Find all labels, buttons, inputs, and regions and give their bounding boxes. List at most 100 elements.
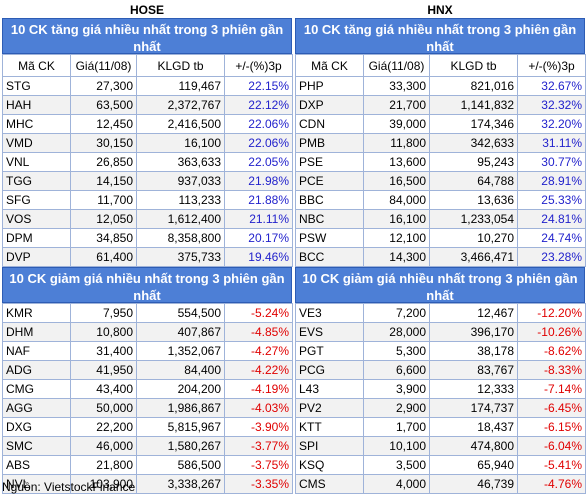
cell-symbol: NAF xyxy=(2,341,71,361)
table-row: PHP 33,300 821,016 32.67% xyxy=(295,76,586,96)
hnx-losers-table: VE3 7,200 12,467 -12.20% EVS 28,000 396,170 -10… xyxy=(295,303,586,494)
cell-volume: 821,016 xyxy=(429,76,518,96)
cell-change: 23.28% xyxy=(517,247,586,267)
cell-price: 3,500 xyxy=(363,455,430,475)
cell-symbol: SMC xyxy=(2,436,71,456)
cell-change: -4.03% xyxy=(224,398,293,418)
cell-symbol: DXG xyxy=(2,417,71,437)
cell-change: 22.15% xyxy=(224,76,293,96)
cell-symbol: NVL xyxy=(2,474,71,494)
cell-change: -8.62% xyxy=(517,341,586,361)
cell-symbol: PGT xyxy=(295,341,364,361)
cell-volume: 46,739 xyxy=(429,474,518,494)
cell-change: -5.41% xyxy=(517,455,586,475)
table-row: CMS 4,000 46,739 -4.76% xyxy=(295,474,586,494)
cell-volume: 1,580,267 xyxy=(136,436,225,456)
cell-change: -10.26% xyxy=(517,322,586,342)
table-row: ABS 21,800 586,500 -3.75% xyxy=(2,455,293,475)
table-row: DVP 61,400 375,733 19.46% xyxy=(2,247,293,267)
header-symbol: Mã CK xyxy=(2,54,71,77)
cell-change: 22.06% xyxy=(224,133,293,153)
cell-symbol: PSE xyxy=(295,152,364,172)
cell-price: 12,450 xyxy=(70,114,137,134)
cell-price: 16,500 xyxy=(363,171,430,191)
cell-change: -4.27% xyxy=(224,341,293,361)
top-gainers-section: 10 CK tăng giá nhiều nhất trong 3 phiên … xyxy=(2,18,586,267)
cell-symbol: DPM xyxy=(2,228,71,248)
cell-volume: 474,800 xyxy=(429,436,518,456)
cell-symbol: SFG xyxy=(2,190,71,210)
cell-price: 14,300 xyxy=(363,247,430,267)
header-symbol: Mã CK xyxy=(295,54,364,77)
cell-price: 13,600 xyxy=(363,152,430,172)
table-row: PV2 2,900 174,737 -6.45% xyxy=(295,398,586,418)
cell-price: 16,100 xyxy=(363,209,430,229)
cell-symbol: MHC xyxy=(2,114,71,134)
hose-losers-title: 10 CK giảm giá nhiều nhất trong 3 phiên … xyxy=(2,267,292,303)
cell-change: 21.98% xyxy=(224,171,293,191)
cell-price: 6,600 xyxy=(363,360,430,380)
cell-volume: 64,788 xyxy=(429,171,518,191)
cell-change: 24.74% xyxy=(517,228,586,248)
cell-volume: 16,100 xyxy=(136,133,225,153)
cell-volume: 5,815,967 xyxy=(136,417,225,437)
cell-symbol: VNL xyxy=(2,152,71,172)
cell-change: 24.81% xyxy=(517,209,586,229)
cell-price: 10,800 xyxy=(70,322,137,342)
cell-change: -6.45% xyxy=(517,398,586,418)
cell-volume: 18,437 xyxy=(429,417,518,437)
cell-volume: 174,737 xyxy=(429,398,518,418)
hose-losers: 10 CK giảm giá nhiều nhất trong 3 phiên … xyxy=(2,267,293,494)
cell-symbol: PMB xyxy=(295,133,364,153)
cell-price: 7,200 xyxy=(363,303,430,323)
cell-symbol: PSW xyxy=(295,228,364,248)
hnx-gainers: 10 CK tăng giá nhiều nhất trong 3 phiên … xyxy=(295,18,586,267)
table-row: TGG 14,150 937,033 21.98% xyxy=(2,171,293,191)
cell-change: -4.19% xyxy=(224,379,293,399)
cell-change: -3.90% xyxy=(224,417,293,437)
cell-symbol: EVS xyxy=(295,322,364,342)
cell-price: 11,700 xyxy=(70,190,137,210)
cell-volume: 113,233 xyxy=(136,190,225,210)
table-row: CMG 43,400 204,200 -4.19% xyxy=(2,379,293,399)
cell-price: 50,000 xyxy=(70,398,137,418)
table-row: NBC 16,100 1,233,054 24.81% xyxy=(295,209,586,229)
cell-volume: 13,636 xyxy=(429,190,518,210)
hnx-gainers-title: 10 CK tăng giá nhiều nhất trong 3 phiên … xyxy=(295,18,585,54)
cell-price: 43,400 xyxy=(70,379,137,399)
cell-change: -12.20% xyxy=(517,303,586,323)
table-row: KTT 1,700 18,437 -6.15% xyxy=(295,417,586,437)
cell-price: 5,300 xyxy=(363,341,430,361)
cell-volume: 363,633 xyxy=(136,152,225,172)
table-row: NAF 31,400 1,352,067 -4.27% xyxy=(2,341,293,361)
cell-change: 30.77% xyxy=(517,152,586,172)
cell-volume: 95,243 xyxy=(429,152,518,172)
table-row: VOS 12,050 1,612,400 21.11% xyxy=(2,209,293,229)
cell-price: 84,000 xyxy=(363,190,430,210)
cell-price: 21,700 xyxy=(363,95,430,115)
cell-price: 28,000 xyxy=(363,322,430,342)
cell-price: 34,850 xyxy=(70,228,137,248)
table-row: DHM 10,800 407,867 -4.85% xyxy=(2,322,293,342)
cell-change: 21.11% xyxy=(224,209,293,229)
table-header-row: Mã CK Giá(11/08) KLGD tb +/-(%)3p xyxy=(295,54,586,77)
table-row: KMR 7,950 554,500 -5.24% xyxy=(2,303,293,323)
cell-volume: 375,733 xyxy=(136,247,225,267)
cell-change: 25.33% xyxy=(517,190,586,210)
cell-price: 3,900 xyxy=(363,379,430,399)
cell-change: -4.76% xyxy=(517,474,586,494)
cell-volume: 1,352,067 xyxy=(136,341,225,361)
cell-volume: 119,467 xyxy=(136,76,225,96)
cell-volume: 204,200 xyxy=(136,379,225,399)
cell-volume: 1,612,400 xyxy=(136,209,225,229)
cell-symbol: VOS xyxy=(2,209,71,229)
cell-price: 21,800 xyxy=(70,455,137,475)
cell-price: 14,150 xyxy=(70,171,137,191)
hose-losers-table: KMR 7,950 554,500 -5.24% DHM 10,800 407,867 -4.… xyxy=(2,303,293,494)
exchange-hnx-label: HNX xyxy=(427,3,453,17)
cell-volume: 1,233,054 xyxy=(429,209,518,229)
cell-symbol: STG xyxy=(2,76,71,96)
hnx-losers: 10 CK giảm giá nhiều nhất trong 3 phiên … xyxy=(295,267,586,494)
header-volume: KLGD tb xyxy=(429,54,518,77)
table-row: DXG 22,200 5,815,967 -3.90% xyxy=(2,417,293,437)
